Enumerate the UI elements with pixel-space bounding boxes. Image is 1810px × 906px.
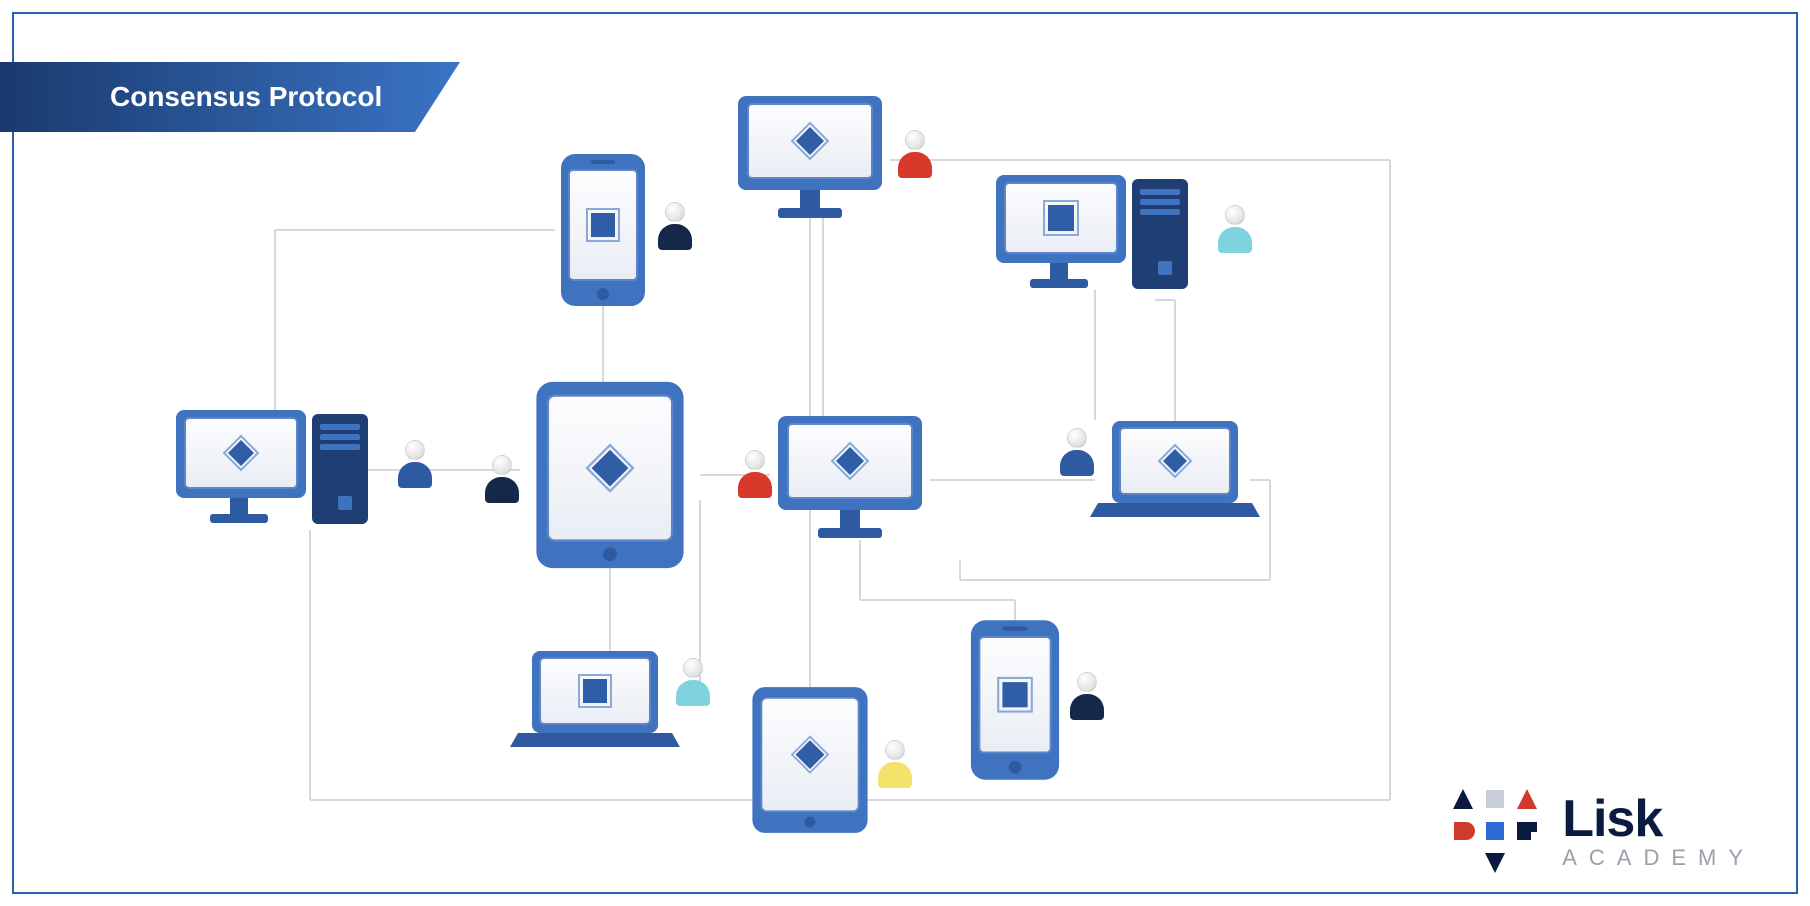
device-node-laptop_bl bbox=[510, 645, 680, 755]
device-node-top_monitor bbox=[730, 90, 890, 230]
network-edge bbox=[275, 229, 555, 231]
person-icon bbox=[398, 440, 432, 488]
network-edge bbox=[1389, 160, 1391, 800]
network-edge bbox=[860, 599, 1015, 601]
network-edge bbox=[960, 579, 1270, 581]
network-edge bbox=[822, 210, 824, 420]
logo-text: Lisk ACADEMY bbox=[1562, 793, 1755, 869]
brand-logo: Lisk ACADEMY bbox=[1450, 786, 1755, 876]
person-icon bbox=[1218, 205, 1252, 253]
device-node-laptop_right bbox=[1090, 415, 1260, 525]
person-icon bbox=[485, 455, 519, 503]
network-edge bbox=[1094, 290, 1096, 420]
network-edge bbox=[1174, 300, 1176, 430]
person-icon bbox=[1070, 672, 1104, 720]
logo-subtitle: ACADEMY bbox=[1562, 847, 1755, 869]
person-icon bbox=[898, 130, 932, 178]
person-icon bbox=[738, 450, 772, 498]
logo-brand: Lisk bbox=[1562, 793, 1755, 845]
network-edge bbox=[1269, 480, 1271, 580]
network-edge bbox=[309, 530, 311, 800]
network-edge bbox=[890, 159, 1390, 161]
device-node-tablet_center bbox=[530, 377, 691, 573]
person-icon bbox=[676, 658, 710, 706]
logo-mark-icon bbox=[1450, 786, 1540, 876]
device-node-phone_top bbox=[553, 150, 653, 310]
device-node-phone_br bbox=[963, 616, 1068, 784]
person-icon bbox=[658, 202, 692, 250]
network-edge bbox=[930, 479, 1095, 481]
device-node-pc_top_right bbox=[990, 165, 1200, 305]
person-icon bbox=[878, 740, 912, 788]
device-node-pc_left bbox=[170, 400, 380, 540]
network-edge bbox=[959, 560, 961, 580]
device-node-monitor_center bbox=[770, 410, 930, 550]
device-node-tablet_bottom bbox=[747, 684, 873, 837]
diagram-canvas bbox=[0, 0, 1810, 906]
person-icon bbox=[1060, 428, 1094, 476]
